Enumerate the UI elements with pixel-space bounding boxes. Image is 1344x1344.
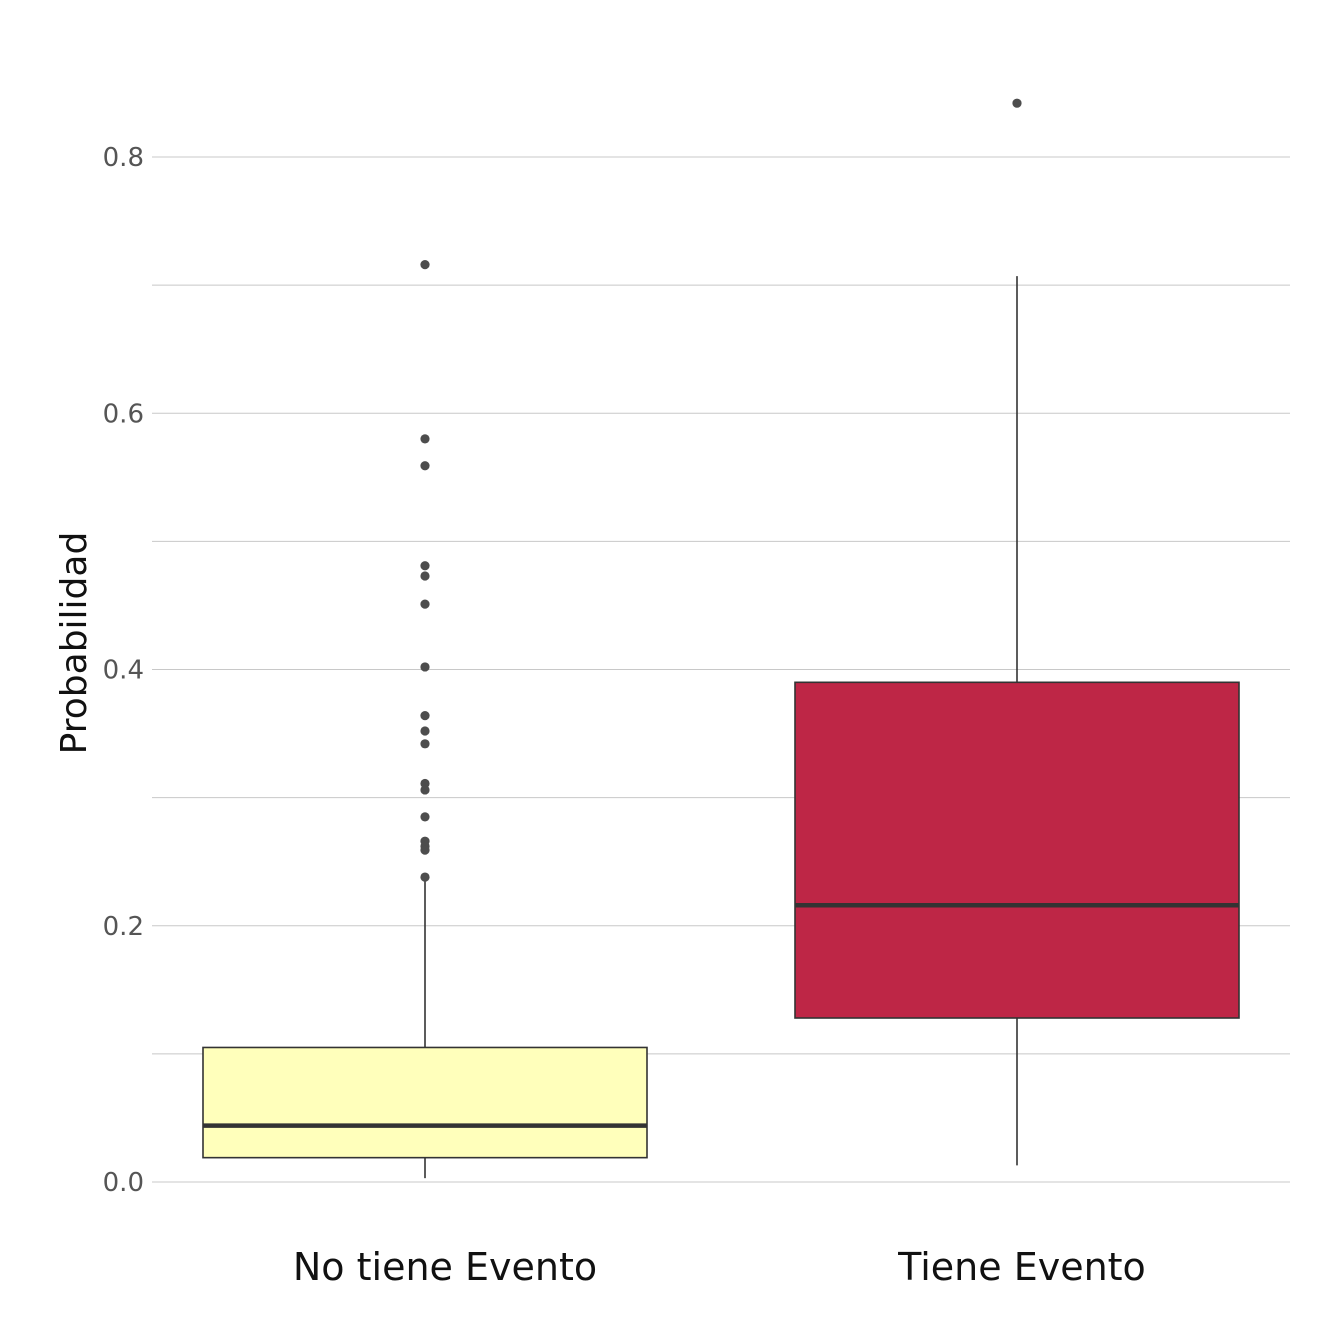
x-axis-categories: No tiene Evento Tiene Evento	[293, 1245, 1146, 1289]
y-tick-label-1: 0.2	[103, 912, 144, 942]
outlier-point-5	[420, 599, 430, 609]
outlier-point-16	[420, 872, 430, 882]
outlier-point-15	[420, 845, 430, 855]
x-category-label-0: No tiene Evento	[293, 1245, 597, 1289]
iqr-box	[202, 1046, 648, 1159]
outlier-point-12	[420, 812, 430, 822]
y-axis-title: Probabilidad	[54, 532, 95, 755]
outlier-point-7	[420, 711, 430, 721]
outlier-point-4	[420, 571, 430, 581]
y-tick-label-2: 0.4	[103, 656, 144, 686]
outlier-point-2	[420, 461, 430, 471]
outlier-point-0	[1012, 98, 1022, 108]
y-tick-label-3: 0.6	[103, 399, 144, 429]
outlier-point-10	[420, 778, 430, 789]
outlier-point-1	[420, 434, 430, 444]
gridlines	[152, 156, 1290, 1183]
box-tiene-evento	[794, 98, 1240, 1166]
outlier-point-9	[420, 739, 430, 749]
y-axis-ticks: 0.0 0.2 0.4 0.6 0.8	[103, 143, 144, 1198]
x-category-label-1: Tiene Evento	[897, 1245, 1146, 1289]
box-no-tiene-evento	[202, 260, 648, 1179]
y-tick-label-4: 0.8	[103, 143, 144, 173]
outlier-point-8	[420, 726, 430, 736]
iqr-box	[794, 681, 1240, 1019]
outlier-point-11	[420, 785, 430, 795]
outlier-point-3	[420, 561, 430, 571]
outlier-point-0	[420, 260, 430, 270]
boxes	[202, 98, 1240, 1179]
outlier-point-6	[420, 662, 430, 672]
y-tick-label-0: 0.0	[103, 1168, 144, 1198]
